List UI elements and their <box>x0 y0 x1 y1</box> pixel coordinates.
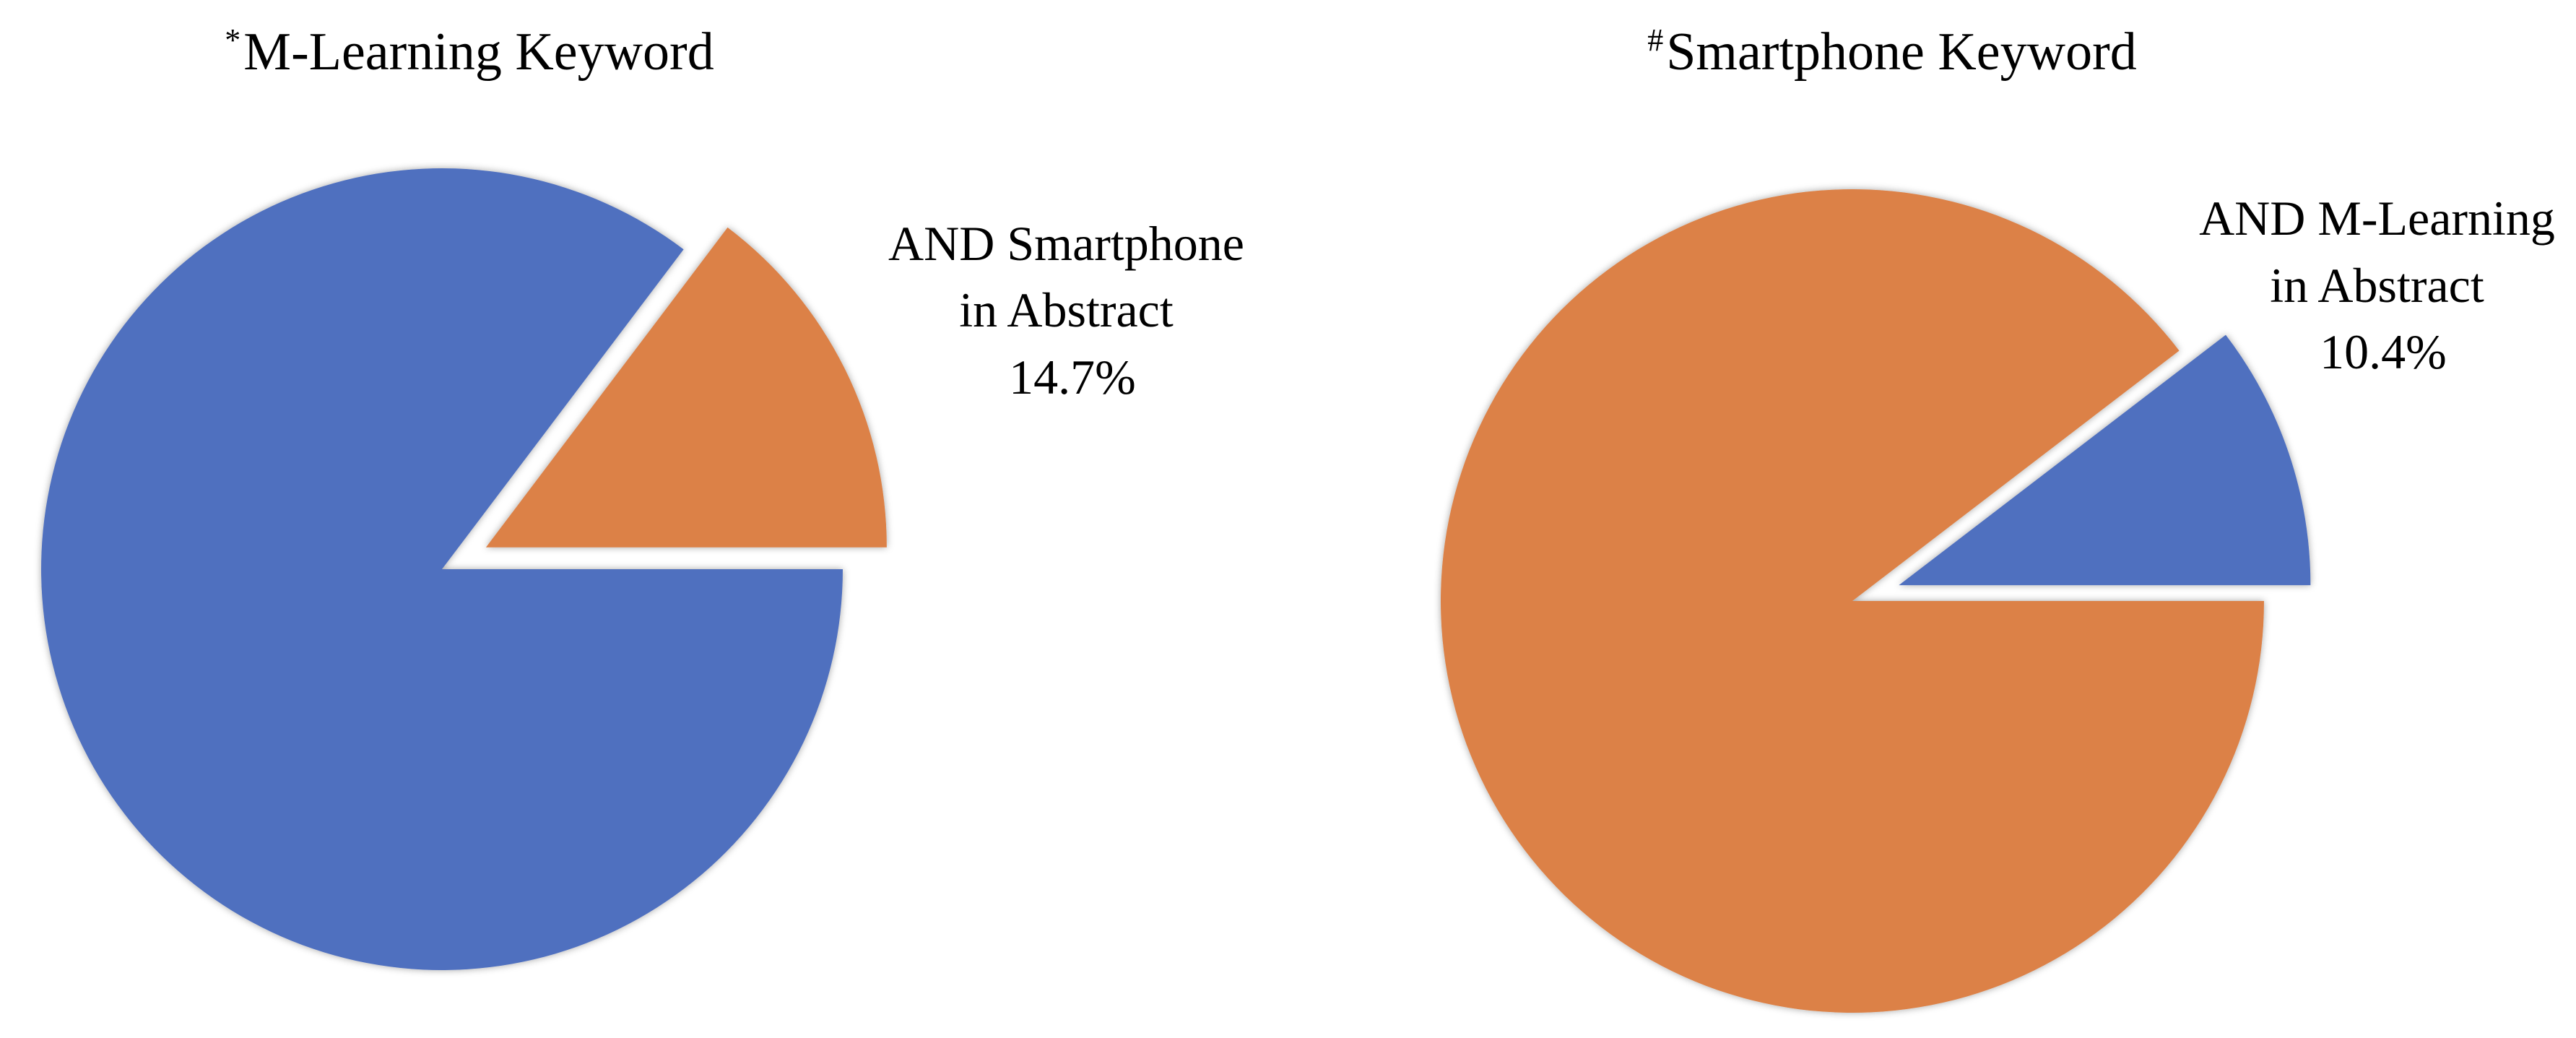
chart-title-text: M-Learning Keyword <box>243 22 714 82</box>
slice-label-line-1: AND Smartphone <box>888 216 1244 271</box>
slice-label-line-1: AND M-Learning <box>2199 191 2555 246</box>
chart-title-text: Smartphone Keyword <box>1666 22 2136 82</box>
chart-title-smartphone: #Smartphone Keyword <box>1647 22 2136 82</box>
slice-value-label: 10.4% <box>2320 324 2447 379</box>
chart-title-m-learning: *M-Learning Keyword <box>225 22 714 82</box>
slice-label-and-smartphone: AND Smartphone in Abstract 14.7% <box>888 216 1257 405</box>
pie-slices <box>41 168 887 971</box>
slice-label-line-2: in Abstract <box>959 282 1174 337</box>
chart-title-mark: # <box>1647 22 1663 58</box>
pie-chart-smartphone: #Smartphone Keyword AND M-Learning in Ab… <box>1441 22 2567 1013</box>
pie-chart-m-learning: *M-Learning Keyword AND Smartphone in Ab… <box>41 22 1257 971</box>
slice-label-line-2: in Abstract <box>2270 258 2484 313</box>
pie-slice-and-m-learning <box>1899 334 2311 586</box>
chart-title-mark: * <box>225 22 240 58</box>
slice-value-label: 14.7% <box>1009 350 1136 405</box>
slice-label-and-m-learning: AND M-Learning in Abstract 10.4% <box>2199 191 2567 379</box>
pie-slices <box>1441 189 2311 1013</box>
pie-slice-remainder <box>1441 189 2264 1013</box>
pie-slice-and-smartphone <box>485 227 887 548</box>
pie-slice-remainder <box>41 168 843 971</box>
